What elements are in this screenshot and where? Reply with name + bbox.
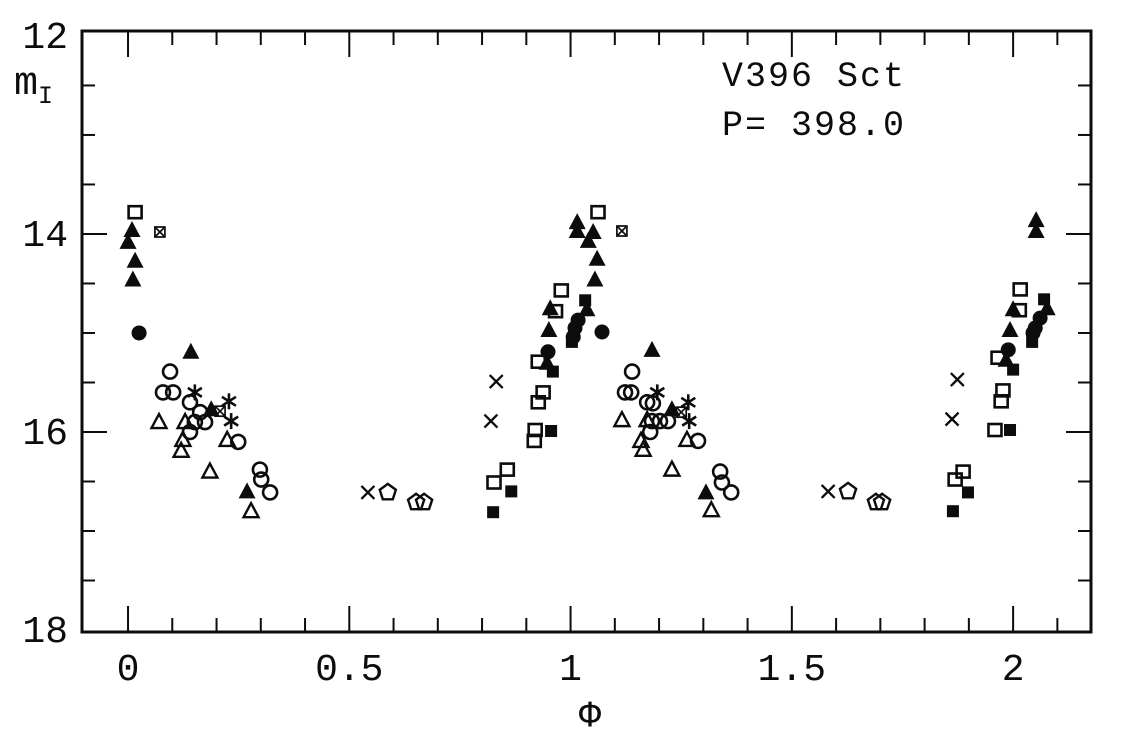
y-axis-label-main: m (14, 62, 39, 107)
y-axis-ticks (82, 84, 1091, 582)
series-open-circle (154, 363, 740, 501)
x-tick-label: 1 (559, 649, 582, 692)
period-label: P= 398.0 (722, 106, 907, 146)
x-tick-label: 1.5 (758, 649, 826, 692)
series-filled-triangle-errorbar (578, 295, 1056, 317)
star-name-label: V396 Sct (722, 57, 907, 97)
series-open-triangle (149, 409, 721, 519)
x-tick-label: 2 (1002, 649, 1025, 692)
y-axis-label-sub: I (38, 82, 54, 111)
x-tick-label: 0 (117, 649, 140, 692)
plot-frame (80, 29, 1093, 634)
series-square-with-x (154, 225, 688, 419)
tick-labels: 0 0.5 1 1.5 2 12 14 16 18 (22, 17, 1024, 692)
series-filled-circle (131, 310, 1048, 360)
series-cross (360, 372, 965, 500)
x-tick-label: 0.5 (315, 649, 383, 692)
y-tick-label: 18 (22, 611, 68, 654)
series-open-pentagon (378, 481, 892, 511)
y-tick-label: 14 (22, 215, 68, 258)
x-axis-label: Φ (578, 696, 602, 738)
y-axis-label: mI (14, 62, 53, 111)
series-asterisk (187, 384, 697, 430)
series-filled-triangle (119, 211, 1045, 500)
y-tick-label: 12 (22, 17, 68, 60)
y-tick-label: 16 (22, 413, 68, 456)
x-axis-ticks (127, 31, 1059, 632)
